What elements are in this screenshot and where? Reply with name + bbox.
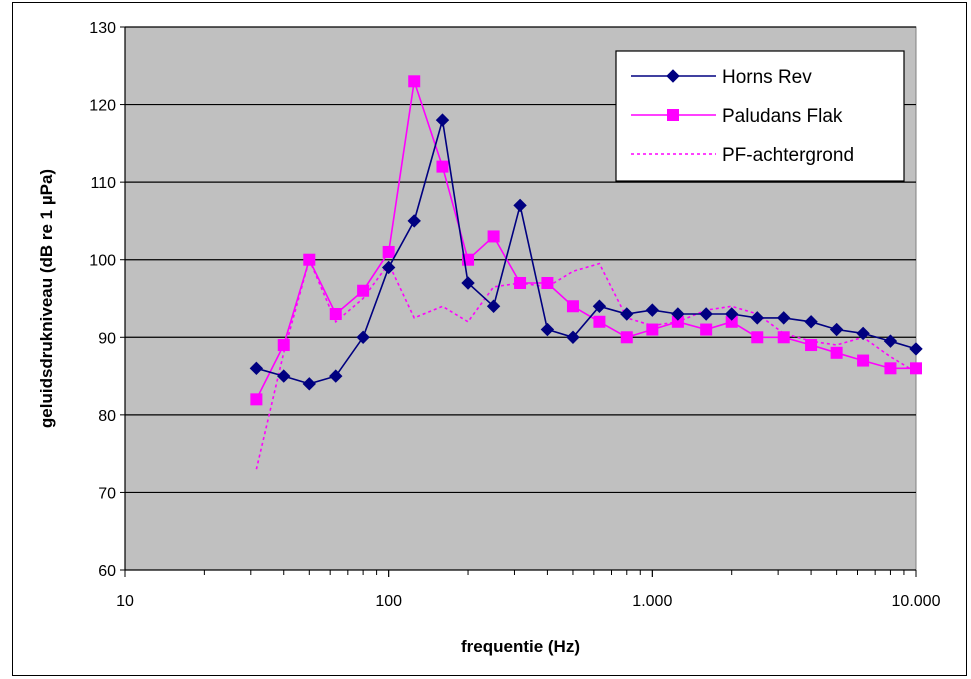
data-point [620,307,634,321]
y-tick-label: 110 [90,175,116,192]
data-point [856,326,870,341]
y-tick-label: 80 [98,408,116,425]
data-point [804,315,818,329]
data-point [408,75,421,88]
y-tick-label: 120 [89,98,116,115]
x-axis-title: frequentie (Hz) [461,637,580,656]
data-point [303,253,316,266]
data-point [249,361,264,376]
axes [124,27,916,571]
series-horns-rev [249,113,923,391]
data-point [487,230,500,243]
legend-marker [667,109,679,121]
data-point [357,284,370,297]
legend-item: Horns Rev [631,67,812,88]
data-point [750,311,764,325]
legend-label: PF-achtergrond [722,145,854,166]
data-point [461,276,475,290]
data-point [829,322,844,337]
data-point [566,300,579,313]
data-point [645,303,660,317]
data-point [777,331,790,344]
legend-label: Horns Rev [722,67,812,88]
data-point [356,330,370,344]
data-point [302,377,317,391]
legend-box [615,50,905,182]
legend: Horns Rev Paludans Flak PF-achtergrond [615,50,905,182]
legend-label: Paludans Flak [722,106,843,127]
y-axis-title: geluidsdrukniveau (dB re 1 µPa) [37,169,56,428]
data-point [671,307,685,321]
data-point [486,299,501,313]
data-point [883,334,898,348]
data-point [566,330,580,344]
data-point [277,369,291,383]
y-tick-label: 90 [98,330,116,347]
data-point [277,339,290,352]
data-point [513,198,527,213]
data-point [593,315,606,328]
data-point [805,339,818,352]
data-point [541,276,554,289]
x-axis-ticks: 10 100 1.000 10.000 [116,570,941,610]
data-point [329,308,342,321]
y-axis-ticks: 60 70 80 90 100 110 120 130 [89,20,125,580]
data-point [777,311,791,325]
data-point [724,307,739,321]
data-point [435,113,450,127]
data-point [884,362,897,375]
data-point [699,307,713,321]
data-point [329,369,343,383]
data-point [700,323,713,336]
x-tick-label: 100 [375,593,402,610]
legend-marker [666,69,680,83]
data-point [250,393,263,406]
data-point [909,342,923,356]
y-tick-label: 70 [98,485,116,502]
data-point [592,299,607,313]
data-point [910,362,922,375]
data-point [830,346,843,359]
data-point [436,160,449,173]
data-point [382,245,395,258]
grid-lines [125,26,916,494]
data-point [751,331,764,344]
data-point [514,276,527,289]
x-tick-label: 10.000 [892,593,941,610]
x-tick-label: 1.000 [632,593,672,610]
y-tick-label: 100 [89,253,116,270]
data-point [857,354,870,367]
series-layer [249,75,923,470]
data-point [646,323,659,336]
legend-item: PF-achtergrond [631,145,854,166]
data-point [462,253,475,266]
y-tick-label: 60 [98,563,116,580]
x-tick-label: 10 [116,593,134,610]
data-point [620,331,633,344]
series-paludans-flak [250,75,922,406]
data-point [540,322,555,337]
y-tick-label: 130 [89,20,116,37]
data-point [381,260,396,275]
data-point [407,214,421,228]
legend-item: Paludans Flak [631,106,843,127]
